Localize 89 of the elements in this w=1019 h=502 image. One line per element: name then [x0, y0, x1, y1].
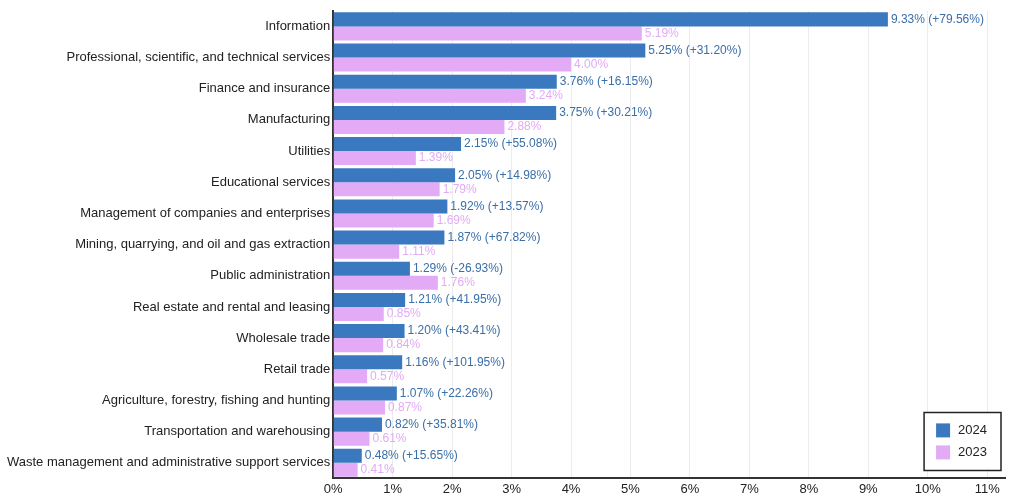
y-tick-label: Educational services — [210, 173, 331, 189]
x-tick-label: 8% — [799, 480, 819, 496]
data-label: 1.21% (+41.95%) — [408, 292, 502, 307]
data-label: 2.05% (+14.98%) — [458, 167, 552, 182]
bar — [333, 400, 385, 415]
bar — [333, 213, 434, 228]
y-tick-label: Management of companies and enterprises — [80, 205, 331, 220]
bar — [333, 74, 557, 89]
x-tick-label: 4% — [561, 480, 581, 496]
y-tick-label: Real estate and rental and leasing — [132, 298, 331, 314]
data-label: 1.11% — [402, 243, 436, 258]
data-label: 0.48% (+15.65%) — [364, 448, 458, 463]
data-label: 0.82% (+35.81%) — [384, 416, 479, 431]
y-tick-label: Waste management and administrative support services — [6, 454, 331, 470]
bar — [333, 105, 557, 120]
y-tick-label: Retail trade — [263, 360, 331, 376]
bar — [333, 292, 406, 307]
bar — [333, 168, 456, 183]
bar — [333, 261, 410, 276]
bar — [333, 306, 384, 321]
data-label: 0.57% — [370, 368, 405, 383]
y-tick-label: Professional, scientific, and technical services — [66, 49, 331, 65]
bar — [333, 244, 400, 259]
bar — [333, 369, 368, 384]
bar — [333, 137, 462, 152]
y-tick-label: Transportation and warehousing — [144, 423, 331, 439]
data-label: 3.24% — [528, 88, 564, 103]
data-label: 0.85% — [386, 306, 422, 321]
data-label: 4.00% — [574, 56, 609, 71]
y-tick-label: Manufacturing — [247, 111, 331, 127]
data-label: 1.76% — [440, 275, 476, 290]
bar — [333, 43, 646, 58]
data-label: 5.19% — [644, 25, 680, 40]
data-label: 1.39% — [418, 150, 454, 165]
bar — [333, 417, 382, 432]
x-tick-label: 3% — [502, 480, 522, 496]
bar — [333, 355, 403, 370]
data-label: 2.15% (+55.08%) — [464, 136, 558, 151]
data-label: 0.87% — [387, 399, 423, 414]
bar — [333, 88, 526, 103]
data-label: 1.79% — [442, 181, 477, 196]
y-tick-label: Wholesale trade — [236, 329, 331, 345]
data-label: 1.20% (+43.41%) — [407, 323, 501, 338]
bar — [333, 151, 416, 166]
y-tick-label: Mining, quarrying, and oil and gas extraction — [75, 236, 331, 252]
y-tick-label: Utilities — [288, 142, 331, 158]
x-tick-label: 6% — [680, 480, 700, 496]
bar — [333, 57, 572, 72]
bar — [333, 230, 445, 245]
data-label: 3.76% (+16.15%) — [559, 74, 653, 89]
bar — [333, 324, 405, 339]
legend-label: 2024 — [958, 421, 987, 437]
bar — [333, 275, 438, 290]
bar — [333, 182, 440, 197]
data-label: 1.16% (+101.95%) — [405, 354, 505, 369]
data-label: 0.61% — [372, 430, 407, 445]
data-label: 0.41% — [360, 462, 395, 477]
data-label: 0.84% — [386, 337, 421, 352]
data-label: 3.75% (+30.21%) — [559, 105, 653, 120]
y-tick-label: Information — [265, 17, 331, 33]
legend-label: 2023 — [958, 443, 987, 459]
x-tick-label: 10% — [914, 480, 942, 496]
data-label: 1.92% (+13.57%) — [450, 198, 544, 213]
bar — [333, 12, 888, 27]
x-tick-label: 9% — [858, 480, 879, 496]
bar — [333, 448, 362, 463]
x-tick-label: 11% — [974, 480, 1001, 496]
bar — [333, 386, 397, 401]
data-label: 1.07% (+22.26%) — [399, 385, 493, 400]
x-tick-label: 7% — [739, 480, 760, 496]
x-tick-label: 2% — [442, 480, 462, 496]
x-tick-label: 1% — [383, 480, 403, 496]
data-label: 1.87% (+67.82%) — [447, 229, 541, 244]
data-label: 1.29% (-26.93%) — [412, 261, 503, 276]
bar — [333, 431, 370, 446]
data-label: 2.88% — [507, 119, 542, 134]
y-tick-label: Agriculture, forestry, fishing and hunting — [102, 392, 331, 408]
data-label: 5.25% (+31.20%) — [648, 42, 742, 57]
data-label: 1.69% — [436, 212, 472, 227]
bar — [333, 462, 358, 477]
x-tick-label: 0% — [323, 480, 344, 496]
data-label: 9.33% (+79.56%) — [890, 11, 984, 26]
y-tick-label: Public administration — [210, 267, 331, 283]
bar — [333, 119, 505, 134]
x-tick-label: 5% — [621, 480, 641, 496]
bar — [333, 26, 642, 41]
bar — [333, 199, 448, 214]
y-tick-label: Finance and insurance — [198, 80, 331, 96]
bar — [333, 338, 384, 353]
